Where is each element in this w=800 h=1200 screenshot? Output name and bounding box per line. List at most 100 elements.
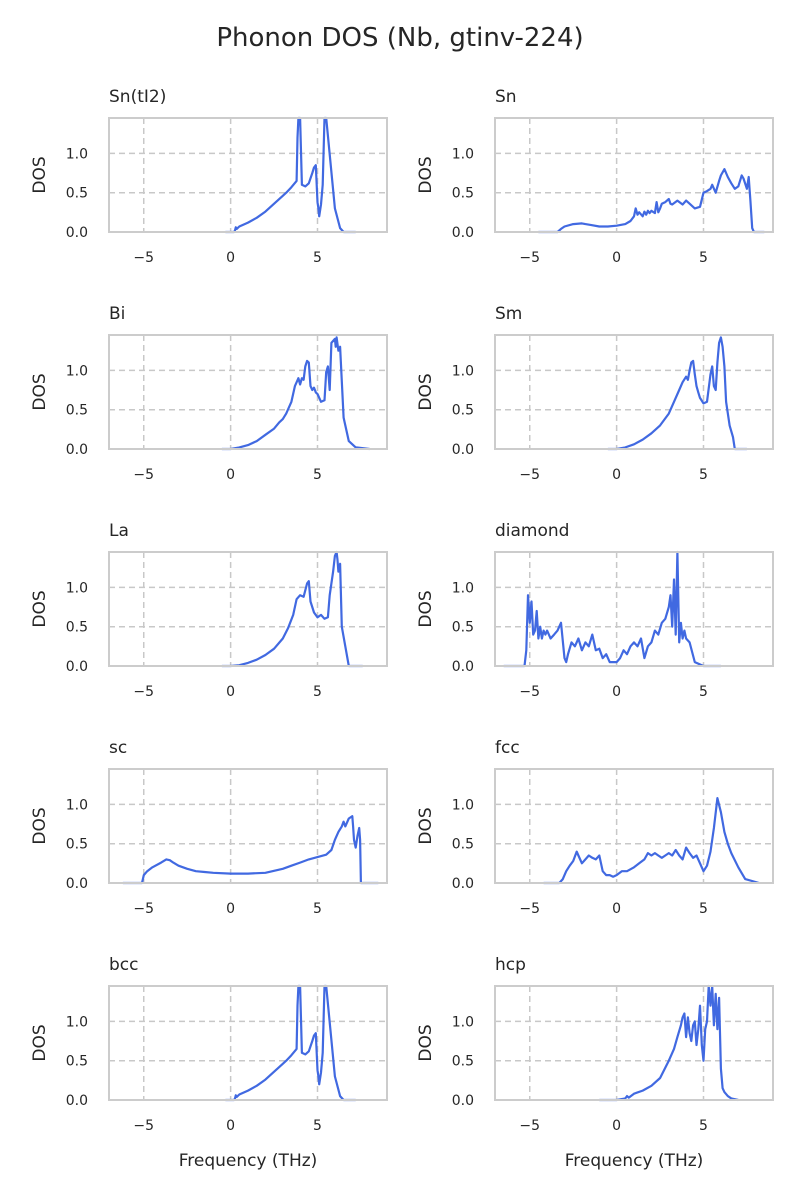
y-tick-label: 0.5 [452, 620, 474, 636]
plot-frame [494, 985, 774, 1101]
dos-panel: fcc −5 0 5 0.0 0.5 1.0 DOS [416, 738, 774, 917]
plot-frame [108, 768, 388, 884]
dos-curve [221, 550, 363, 668]
y-tick-label: 0.0 [66, 442, 88, 458]
panel-title: Sn [495, 87, 517, 107]
x-tick-label: 5 [699, 467, 708, 483]
plot-frame [494, 334, 774, 450]
x-tick-label: 0 [612, 250, 621, 266]
x-tick-label: −5 [519, 250, 540, 266]
dos-curve [543, 796, 760, 885]
y-axis-label: DOS [416, 590, 436, 627]
y-tick-label: 1.0 [66, 146, 88, 162]
panel-grid: Sn(tI2) −5 0 5 0.0 0.5 1.0 DOS Sn −5 0 5 0.0 0.5 1.0 DO… [30, 87, 774, 1171]
panel-title: bcc [109, 955, 138, 975]
figure-title: Phonon DOS (Nb, gtinv-224) [216, 23, 583, 53]
dos-panel: La −5 0 5 0.0 0.5 1.0 DOS [30, 521, 388, 700]
x-tick-label: −5 [519, 1118, 540, 1134]
dos-curve [225, 116, 356, 234]
y-axis-label: DOS [30, 1024, 50, 1061]
y-tick-label: 0.5 [66, 186, 88, 202]
panel-title: Sn(tI2) [109, 87, 166, 107]
y-tick-label: 0.0 [452, 225, 474, 241]
x-tick-label: 0 [226, 901, 235, 917]
x-tick-label: −5 [133, 684, 154, 700]
dos-panel: diamond −5 0 5 0.0 0.5 1.0 DOS [416, 521, 774, 700]
panel-title: Sm [495, 304, 522, 324]
x-tick-label: 0 [226, 467, 235, 483]
dos-panel: Sm −5 0 5 0.0 0.5 1.0 DOS [416, 304, 774, 483]
x-tick-label: 0 [226, 684, 235, 700]
x-tick-label: −5 [519, 901, 540, 917]
y-tick-label: 1.0 [66, 363, 88, 379]
x-tick-label: −5 [519, 467, 540, 483]
x-tick-label: 0 [226, 250, 235, 266]
dos-panel: Bi −5 0 5 0.0 0.5 1.0 DOS [30, 304, 388, 483]
plot-frame [108, 551, 388, 667]
plot-frame [108, 117, 388, 233]
y-tick-label: 0.0 [66, 659, 88, 675]
x-tick-label: 5 [699, 1118, 708, 1134]
y-tick-label: 0.0 [452, 1093, 474, 1109]
panel-title: hcp [495, 955, 526, 975]
dos-curve [503, 550, 721, 668]
x-axis-label: Frequency (THz) [179, 1151, 318, 1171]
dos-curve [599, 984, 739, 1102]
y-tick-label: 0.5 [452, 403, 474, 419]
x-tick-label: 5 [313, 684, 322, 700]
y-tick-label: 0.0 [452, 659, 474, 675]
plot-frame [494, 551, 774, 667]
panel-title: La [109, 521, 129, 541]
panel-title: fcc [495, 738, 520, 758]
y-tick-label: 0.5 [66, 837, 88, 853]
plot-frame [108, 334, 388, 450]
x-tick-label: 0 [612, 901, 621, 917]
dos-curve [607, 336, 747, 451]
y-tick-label: 0.5 [452, 1054, 474, 1070]
dos-curve [225, 984, 356, 1102]
y-tick-label: 1.0 [452, 146, 474, 162]
x-tick-label: −5 [519, 684, 540, 700]
y-tick-label: 0.5 [66, 620, 88, 636]
y-axis-label: DOS [30, 373, 50, 410]
x-tick-label: 5 [313, 1118, 322, 1134]
dos-panel: hcp −5 0 5 0.0 0.5 1.0 DOS Frequency (THz) [416, 955, 774, 1171]
dos-panel: Sn −5 0 5 0.0 0.5 1.0 DOS [416, 87, 774, 266]
y-axis-label: DOS [416, 807, 436, 844]
y-tick-label: 0.5 [452, 837, 474, 853]
plot-frame [108, 985, 388, 1101]
y-axis-label: DOS [30, 807, 50, 844]
y-tick-label: 0.0 [66, 225, 88, 241]
dos-panel: Sn(tI2) −5 0 5 0.0 0.5 1.0 DOS [30, 87, 388, 266]
panel-title: Bi [109, 304, 125, 324]
y-axis-label: DOS [416, 373, 436, 410]
panel-title: diamond [495, 521, 569, 541]
x-axis-label: Frequency (THz) [565, 1151, 704, 1171]
x-tick-label: 0 [612, 684, 621, 700]
x-tick-label: 5 [699, 684, 708, 700]
y-tick-label: 1.0 [452, 797, 474, 813]
panel-title: sc [109, 738, 127, 758]
y-tick-label: 1.0 [66, 797, 88, 813]
y-tick-label: 0.0 [66, 876, 88, 892]
plot-frame [494, 117, 774, 233]
x-tick-label: 5 [699, 250, 708, 266]
x-tick-label: 5 [699, 901, 708, 917]
x-tick-label: −5 [133, 467, 154, 483]
y-tick-label: 1.0 [452, 363, 474, 379]
x-tick-label: −5 [133, 1118, 154, 1134]
y-axis-label: DOS [416, 1024, 436, 1061]
y-axis-label: DOS [30, 156, 50, 193]
x-tick-label: 0 [612, 1118, 621, 1134]
y-tick-label: 0.5 [66, 403, 88, 419]
plot-frame [494, 768, 774, 884]
x-tick-label: 0 [226, 1118, 235, 1134]
x-tick-label: 5 [313, 901, 322, 917]
x-tick-label: 0 [612, 467, 621, 483]
x-tick-label: 5 [313, 467, 322, 483]
dos-curve [122, 815, 379, 885]
dos-curve [538, 168, 765, 234]
y-tick-label: 0.0 [452, 876, 474, 892]
y-tick-label: 0.5 [452, 186, 474, 202]
